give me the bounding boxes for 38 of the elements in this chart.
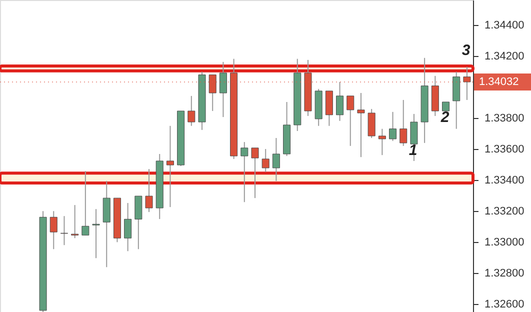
candlestick (251, 147, 259, 199)
candlestick (71, 204, 79, 239)
candlestick (262, 148, 270, 172)
candlestick (272, 137, 280, 182)
y-tick-label: 1.33800 (484, 112, 524, 124)
candlestick (378, 128, 386, 156)
annotation: 3 (462, 42, 471, 59)
y-tick-label: 1.32800 (484, 268, 524, 280)
candlestick (357, 92, 365, 158)
y-tick-label: 1.32600 (484, 298, 524, 311)
ref-line-label: 1.34032 (479, 76, 519, 88)
y-tick-label: 1.34400 (484, 19, 524, 32)
candlestick (400, 99, 408, 146)
annotation: 1 (408, 142, 418, 159)
candlestick (240, 142, 248, 203)
y-tick-label: 1.33000 (484, 236, 524, 249)
candlestick (389, 111, 397, 142)
y-tick-label: 1.34200 (484, 50, 524, 62)
candlestick (219, 61, 227, 118)
candlestick (145, 168, 153, 213)
candlestick (368, 108, 376, 138)
y-tick-label: 1.33600 (484, 144, 524, 156)
candlestick (166, 125, 174, 208)
candlestick (336, 81, 344, 122)
candlestick (188, 95, 196, 126)
candlestick (50, 210, 58, 250)
candlestick (92, 208, 100, 259)
candlestick (60, 216, 68, 246)
candlestick (325, 90, 333, 126)
y-tick-label: 1.33400 (484, 174, 524, 187)
candlestick (124, 202, 132, 252)
y-tick-label: 1.33200 (484, 206, 524, 218)
candlestick (463, 66, 471, 100)
candlestick (346, 95, 354, 146)
candlestick (82, 170, 90, 236)
candlestick (134, 196, 142, 250)
annotation: 2 (440, 109, 450, 126)
candlestick (208, 74, 216, 112)
